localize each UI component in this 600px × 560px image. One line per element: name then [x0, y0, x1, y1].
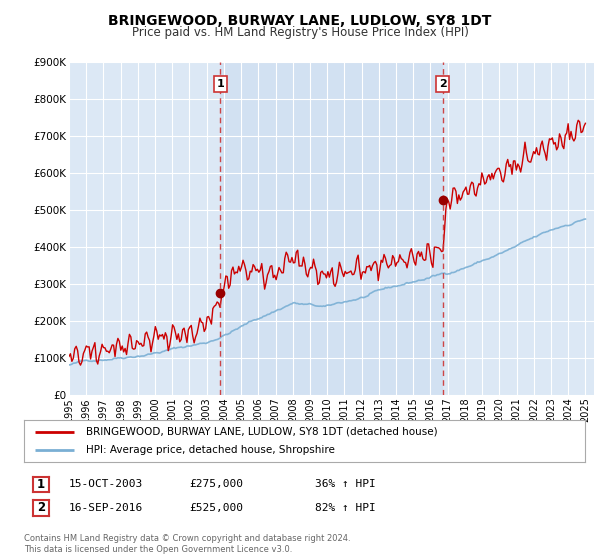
Text: £275,000: £275,000	[189, 479, 243, 489]
Text: 16-SEP-2016: 16-SEP-2016	[69, 503, 143, 513]
Text: HPI: Average price, detached house, Shropshire: HPI: Average price, detached house, Shro…	[86, 445, 335, 455]
Text: This data is licensed under the Open Government Licence v3.0.: This data is licensed under the Open Gov…	[24, 545, 292, 554]
Bar	[220, 62, 443, 395]
Text: Contains HM Land Registry data © Crown copyright and database right 2024.: Contains HM Land Registry data © Crown c…	[24, 534, 350, 543]
Text: 2: 2	[37, 501, 45, 515]
Text: BRINGEWOOD, BURWAY LANE, LUDLOW, SY8 1DT (detached house): BRINGEWOOD, BURWAY LANE, LUDLOW, SY8 1DT…	[86, 427, 437, 437]
Text: Price paid vs. HM Land Registry's House Price Index (HPI): Price paid vs. HM Land Registry's House …	[131, 26, 469, 39]
Text: 36% ↑ HPI: 36% ↑ HPI	[315, 479, 376, 489]
Text: £525,000: £525,000	[189, 503, 243, 513]
Text: 1: 1	[37, 478, 45, 491]
Text: 2: 2	[439, 79, 446, 89]
Text: BRINGEWOOD, BURWAY LANE, LUDLOW, SY8 1DT: BRINGEWOOD, BURWAY LANE, LUDLOW, SY8 1DT	[109, 14, 491, 28]
Text: 82% ↑ HPI: 82% ↑ HPI	[315, 503, 376, 513]
Text: 15-OCT-2003: 15-OCT-2003	[69, 479, 143, 489]
Text: 1: 1	[217, 79, 224, 89]
